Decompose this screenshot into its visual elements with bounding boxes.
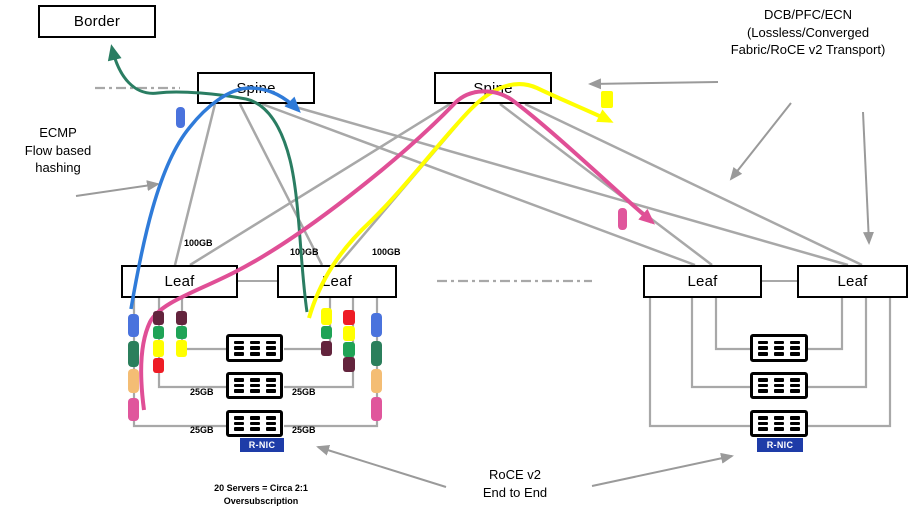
- spine-switch-node-2: Spine: [434, 72, 552, 104]
- downlink-speed-label: 25GB: [292, 425, 316, 435]
- spine-switch-node-1: Spine: [197, 72, 315, 104]
- leaf-switch-node-2: Leaf: [277, 265, 397, 298]
- server-vents: [758, 340, 800, 356]
- roce-pointer-arrow-right: [591, 452, 734, 487]
- fabric-links-spine1: [173, 102, 849, 267]
- server-vents: [758, 416, 800, 431]
- roce-pointer-arrow-left: [316, 445, 447, 488]
- border-switch-node: Border: [38, 5, 156, 38]
- leaf-switch-label: Leaf: [322, 273, 352, 290]
- server-icon: [750, 410, 808, 437]
- oversubscription-annotation: 20 Servers = Circa 2:1 Oversubscription: [182, 482, 340, 508]
- leaf-switch-label: Leaf: [687, 273, 718, 290]
- server-icon: [750, 372, 808, 399]
- dcb-pointer-arrow-leaf: [862, 111, 874, 245]
- downlink-speed-label: 25GB: [292, 387, 316, 397]
- leaf-switch-node-1: Leaf: [121, 265, 238, 298]
- dcb-annotation-line: (Lossless/Converged: [746, 24, 870, 40]
- uplink-speed-label: 100GB: [184, 238, 213, 248]
- uplink-speed-label: 100GB: [290, 247, 319, 257]
- dcb-pointer-arrow-spine: [588, 78, 719, 90]
- roce-annotation: RoCE v2 End to End: [452, 466, 578, 501]
- downlink-speed-label: 25GB: [190, 387, 214, 397]
- ecmp-annotation-line: ECMP: [39, 125, 77, 140]
- leaf-switch-label: Leaf: [837, 273, 868, 290]
- roce-annotation-line: End to End: [482, 484, 548, 500]
- ecmp-pointer-arrow: [75, 180, 160, 197]
- dcb-annotation: DCB/PFC/ECN (Lossless/Converged Fabric/R…: [702, 6, 914, 59]
- server-vents: [233, 340, 276, 356]
- server-icon: [226, 372, 283, 399]
- rnic-chip-left: R-NIC: [240, 438, 284, 452]
- downlink-speed-label: 25GB: [190, 425, 214, 435]
- oversubscription-line: 20 Servers = Circa 2:1: [214, 483, 308, 493]
- server-vents: [758, 378, 800, 393]
- roce-annotation-line: RoCE v2: [488, 467, 542, 482]
- server-icon: [226, 410, 283, 437]
- dcb-annotation-line: Fabric/RoCE v2 Transport): [730, 42, 886, 58]
- uplink-speed-label: 100GB: [372, 247, 401, 257]
- ecmp-annotation-line: hashing: [35, 160, 81, 176]
- dcb-annotation-line: DCB/PFC/ECN: [763, 7, 853, 22]
- leaf-switch-label: Leaf: [164, 273, 195, 290]
- server-icon: [750, 334, 808, 362]
- ecmp-annotation-line: Flow based: [24, 142, 92, 158]
- border-switch-label: Border: [73, 13, 121, 30]
- rnic-label: R-NIC: [766, 440, 794, 450]
- dcb-pointer-arrow-fabric: [729, 102, 792, 181]
- leaf-switch-node-3: Leaf: [643, 265, 762, 298]
- rnic-label: R-NIC: [248, 440, 276, 450]
- rnic-chip-right: R-NIC: [757, 438, 803, 452]
- server-links-left: [132, 298, 379, 428]
- leaf-switch-node-4: Leaf: [797, 265, 908, 298]
- spine-switch-label: Spine: [236, 79, 276, 97]
- spine-switch-label: Spine: [473, 79, 513, 97]
- oversubscription-line: Oversubscription: [223, 496, 299, 507]
- server-vents: [233, 416, 276, 431]
- server-icon: [226, 334, 283, 362]
- server-vents: [233, 378, 276, 393]
- ecmp-annotation: ECMP Flow based hashing: [6, 124, 110, 177]
- server-links-right: [648, 298, 892, 428]
